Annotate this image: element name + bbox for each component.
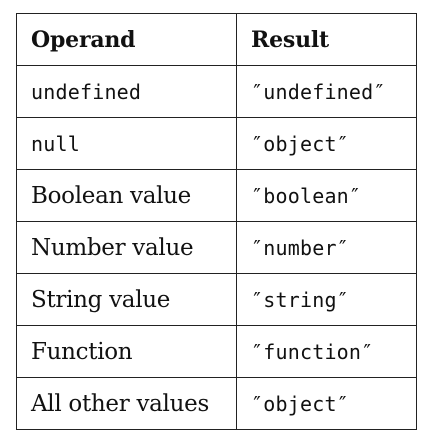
typeof-table: Operand Result undefined ″undefined″ nul… <box>16 13 417 430</box>
operand-cell: Number value <box>16 221 237 274</box>
table-row: Boolean value ″boolean″ <box>16 169 417 222</box>
table-row: Function ″function″ <box>16 325 417 378</box>
header-result: Result <box>236 13 417 66</box>
operand-cell: null <box>16 117 237 170</box>
result-cell: ″object″ <box>236 117 417 170</box>
operand-cell: Function <box>16 325 237 378</box>
table-row: Number value ″number″ <box>16 221 417 274</box>
table-header-row: Operand Result <box>16 13 417 66</box>
result-cell: ″function″ <box>236 325 417 378</box>
result-cell: ″object″ <box>236 377 417 430</box>
result-cell: ″number″ <box>236 221 417 274</box>
operand-cell: String value <box>16 273 237 326</box>
result-cell: ″string″ <box>236 273 417 326</box>
table-row: All other values ″object″ <box>16 377 417 430</box>
result-cell: ″undefined″ <box>236 65 417 118</box>
header-operand: Operand <box>16 13 237 66</box>
table-row: String value ″string″ <box>16 273 417 326</box>
table-row: null ″object″ <box>16 117 417 170</box>
result-cell: ″boolean″ <box>236 169 417 222</box>
operand-cell: All other values <box>16 377 237 430</box>
operand-cell: Boolean value <box>16 169 237 222</box>
operand-cell: undefined <box>16 65 237 118</box>
table-row: undefined ″undefined″ <box>16 65 417 118</box>
